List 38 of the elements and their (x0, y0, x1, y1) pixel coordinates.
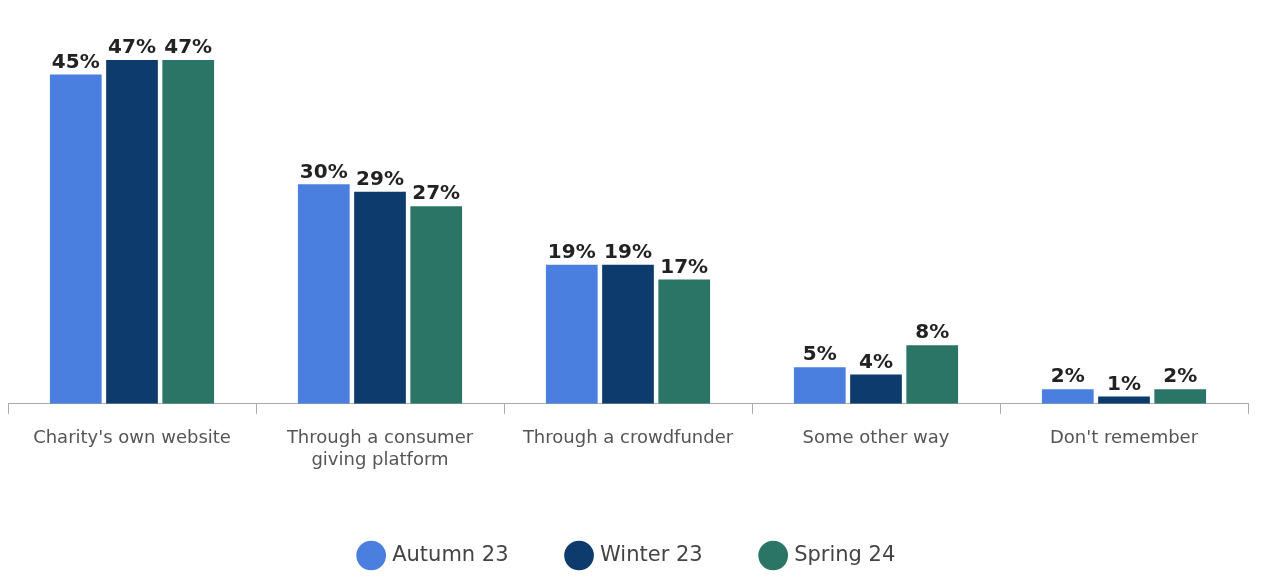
legend-label: Autumn 23 (392, 541, 509, 566)
data-label: 1% (1107, 370, 1141, 395)
bar (354, 191, 406, 404)
bar (49, 74, 102, 404)
data-label: 47% (108, 34, 156, 59)
x-tick-label: Through a consumer giving platform (285, 426, 474, 469)
bar (658, 279, 711, 404)
data-label: 5% (802, 341, 837, 366)
bar (1154, 389, 1207, 404)
data-label: 45% (51, 48, 100, 73)
data-label: 2% (1050, 363, 1085, 388)
x-tick-label: Some other way (802, 426, 950, 448)
legend-label: Spring 24 (794, 541, 896, 566)
bar (906, 345, 959, 404)
data-label: 27% (412, 180, 461, 205)
x-tick-label: Charity's own website (33, 426, 231, 448)
x-tick-label: Through a crowdfunder (521, 426, 734, 448)
data-label: 19% (547, 239, 596, 263)
bar (410, 206, 463, 404)
bar (850, 374, 902, 404)
bar (106, 59, 158, 404)
data-label: 19% (604, 239, 652, 263)
data-label: 47% (164, 34, 213, 59)
data-label: 17% (660, 253, 709, 278)
data-label: 8% (915, 319, 950, 344)
data-label: 30% (299, 158, 348, 183)
bar (1041, 389, 1094, 404)
data-label: 4% (859, 348, 893, 373)
legend-label: Winter 23 (600, 541, 703, 566)
data-label: 29% (356, 165, 404, 190)
x-tick-label: Don't remember (1049, 426, 1199, 448)
bar (602, 264, 654, 404)
bar (793, 367, 846, 404)
bar (297, 184, 350, 404)
bar (545, 264, 598, 404)
bar (162, 59, 215, 404)
data-label: 2% (1163, 363, 1198, 388)
bar (1098, 396, 1150, 404)
